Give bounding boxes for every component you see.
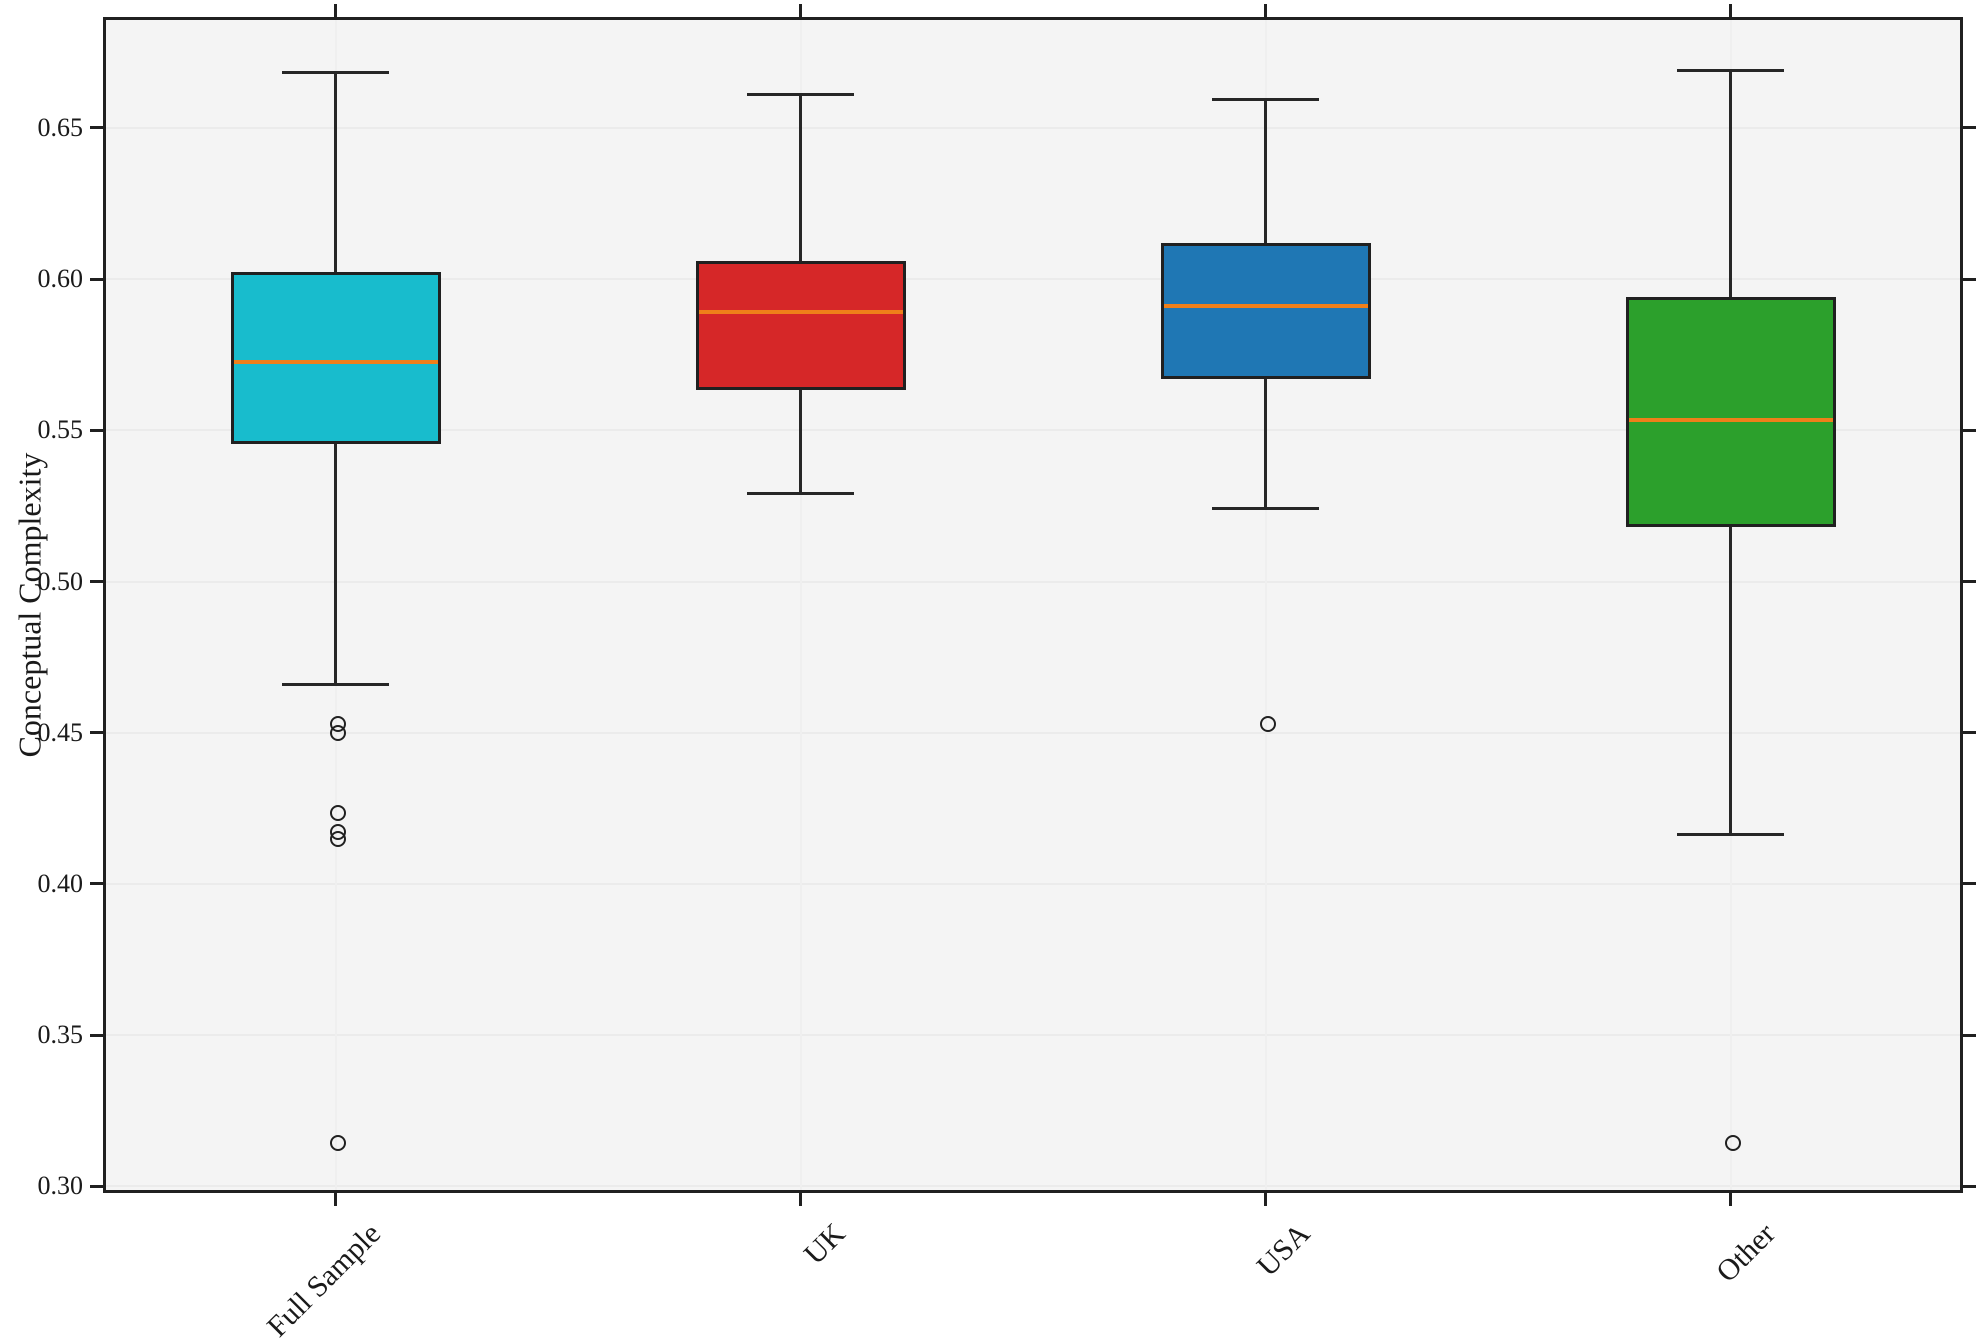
outlier-point (329, 805, 346, 822)
outlier-point (329, 725, 346, 742)
y-axis-tick-right (1963, 731, 1976, 735)
box-other (1625, 297, 1836, 528)
x-axis-tick-bottom (334, 1193, 337, 1206)
y-gridline (103, 1034, 1963, 1037)
y-gridline (103, 429, 1963, 432)
y-axis-tick-right (1963, 428, 1976, 432)
x-axis-tick-top (334, 4, 337, 17)
outlier-point (329, 831, 346, 848)
median-line (698, 310, 903, 315)
y-tick-label: 0.40 (37, 868, 84, 898)
y-axis-tick (90, 580, 103, 584)
y-axis-tick-right (1963, 1033, 1976, 1037)
x-tick-label: USA (1251, 1217, 1317, 1283)
outlier-point (1724, 1134, 1741, 1151)
x-axis-tick-top (1264, 4, 1267, 17)
y-tick-label: 0.45 (37, 717, 84, 747)
whisker-cap-upper (747, 93, 854, 97)
y-axis-tick (90, 1033, 103, 1037)
x-tick-label: UK (797, 1217, 852, 1271)
whisker-lower (1729, 527, 1732, 835)
y-tick-label: 0.50 (37, 566, 84, 596)
whisker-cap-upper (1677, 69, 1784, 73)
y-gridline (103, 1185, 1963, 1188)
y-gridline (103, 126, 1963, 129)
plot-area: 0.30 0.35 0.40 0.45 0.50 0.55 0.60 0.65 Full Sam… (38, 4, 1976, 1343)
y-tick-label: 0.55 (37, 415, 84, 445)
x-axis-tick-bottom (1264, 1193, 1267, 1206)
y-axis-tick-right (1963, 882, 1976, 886)
y-tick-label: 0.60 (37, 264, 84, 294)
y-axis-tick (90, 277, 103, 281)
x-tick-label-anchor: Other (1319, 1217, 1782, 1289)
y-gridline (103, 278, 1963, 281)
outlier-point (329, 1134, 346, 1151)
whisker-cap-lower (282, 682, 389, 686)
median-line (1163, 304, 1368, 309)
y-gridline (103, 882, 1963, 885)
x-axis-tick-top (799, 4, 802, 17)
x-gridline (799, 17, 802, 1193)
median-line (1628, 417, 1833, 422)
y-axis-tick (90, 126, 103, 130)
x-axis-tick-top (1729, 4, 1732, 17)
x-tick-label-anchor: USA (854, 1217, 1317, 1283)
y-axis-tick-right (1963, 1184, 1976, 1188)
plot-frame (103, 17, 1963, 1193)
whisker-upper (1729, 70, 1732, 298)
y-tick-label: 0.35 (37, 1020, 84, 1050)
whisker-lower (799, 389, 802, 494)
x-gridline (1264, 17, 1267, 1193)
median-line (233, 360, 438, 365)
y-axis-tick-right (1963, 580, 1976, 584)
whisker-upper (799, 94, 802, 262)
x-axis-tick-bottom (799, 1193, 802, 1206)
whisker-lower (334, 443, 337, 685)
x-tick-label: Full Sample (260, 1217, 387, 1344)
x-tick-label-anchor: UK (389, 1217, 852, 1271)
whisker-cap-lower (1212, 507, 1319, 511)
box-uk (695, 261, 906, 390)
x-tick-label: Other (1710, 1217, 1782, 1289)
whisker-cap-lower (1677, 832, 1784, 836)
whisker-lower (1264, 378, 1267, 509)
y-gridline (103, 580, 1963, 583)
x-tick-label-anchor: Full Sample (0, 1217, 386, 1343)
y-tick-label: 0.65 (37, 112, 84, 142)
x-axis-tick-bottom (1729, 1193, 1732, 1206)
y-axis-tick (90, 1184, 103, 1188)
whisker-upper (1264, 99, 1267, 243)
y-axis-tick-right (1963, 277, 1976, 281)
whisker-cap-upper (282, 70, 389, 74)
whisker-cap-upper (1212, 97, 1319, 101)
y-axis-title: Conceptual Complexity (11, 452, 48, 758)
box-full-sample (230, 271, 441, 444)
y-tick-label: 0.30 (37, 1171, 84, 1201)
y-gridline (103, 731, 1963, 734)
whisker-cap-lower (747, 492, 854, 496)
outlier-point (1259, 716, 1276, 733)
y-axis-tick-right (1963, 126, 1976, 130)
y-axis-tick (90, 882, 103, 886)
y-axis-tick (90, 731, 103, 735)
y-axis-tick (90, 428, 103, 432)
whisker-upper (334, 72, 337, 272)
box-usa (1160, 242, 1371, 379)
